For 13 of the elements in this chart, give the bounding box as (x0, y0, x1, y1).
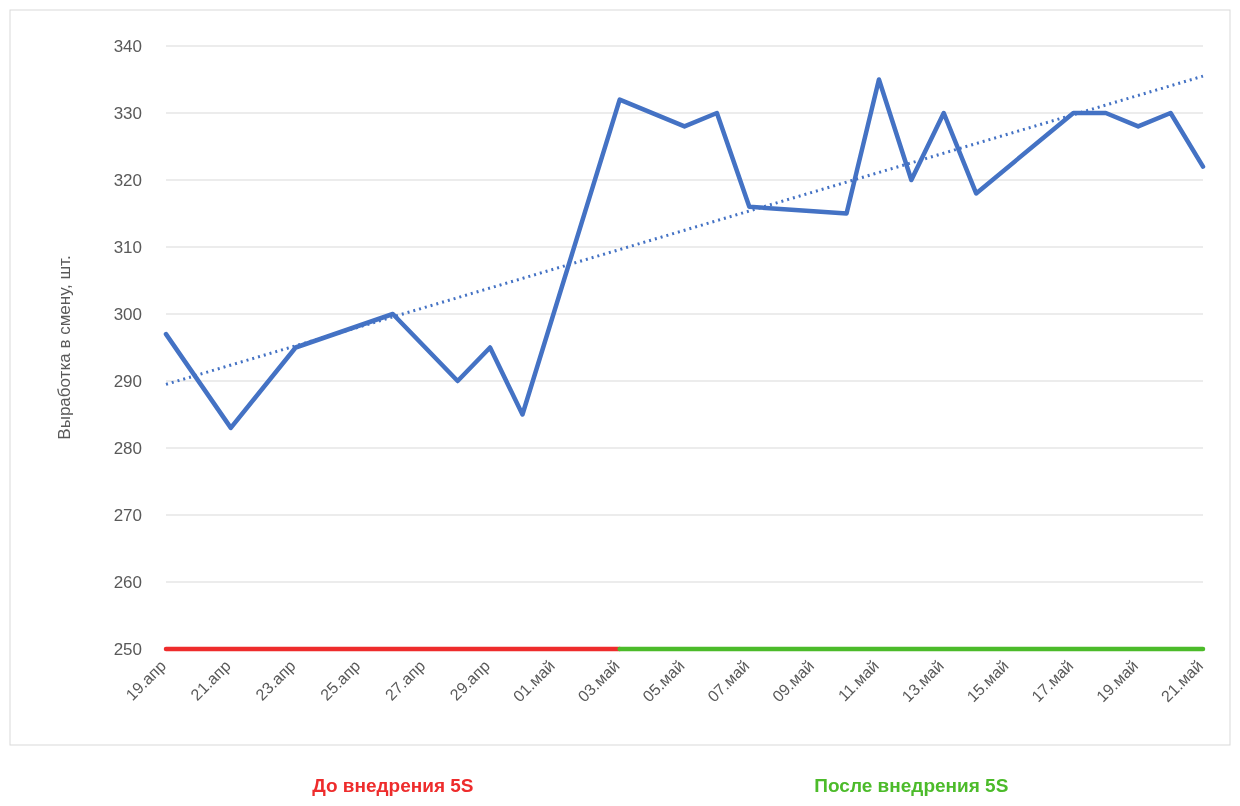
y-tick-label: 260 (113, 572, 142, 592)
y-tick-label: 250 (113, 639, 142, 659)
y-tick-label: 270 (113, 505, 142, 525)
y-tick-label: 290 (113, 371, 142, 391)
text: До внедрения 5S (312, 775, 474, 796)
text: После внедрения 5S (814, 775, 1009, 796)
y-tick-label: 280 (113, 438, 142, 458)
y-axis-title: Выработка в смену, шт. (55, 255, 74, 440)
y-tick-label: 310 (113, 237, 142, 257)
y-tick-label: 300 (113, 304, 142, 324)
y-tick-label: 340 (113, 36, 142, 56)
y-tick-label: 320 (113, 170, 142, 190)
y-tick-label: 330 (113, 103, 142, 123)
